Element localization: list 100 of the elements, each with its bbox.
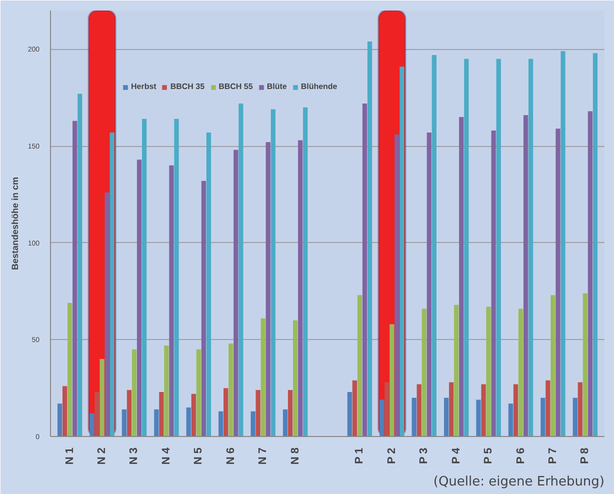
bar: [380, 400, 384, 436]
bar: [100, 359, 104, 436]
bar: [142, 118, 147, 436]
bar: [572, 398, 578, 436]
bar: [459, 117, 464, 436]
bar: [588, 111, 593, 436]
bar: [260, 318, 266, 436]
bar: [256, 390, 260, 436]
bar: [62, 386, 68, 436]
bar: [560, 51, 566, 436]
bar: [481, 384, 486, 436]
bar: [550, 295, 556, 436]
bar: [250, 411, 256, 436]
bar: [518, 308, 524, 436]
bar: [68, 302, 72, 436]
bar: [352, 380, 357, 436]
bar: [400, 66, 404, 436]
bar: [347, 392, 352, 436]
bar: [384, 382, 390, 436]
bar: [159, 392, 164, 436]
bar: [94, 392, 100, 436]
bar: [491, 130, 496, 436]
bar: [513, 384, 518, 436]
bar: [556, 128, 560, 436]
x-tick-label: N 7: [257, 447, 270, 465]
x-tick-label: P 7: [546, 448, 559, 464]
x-tick-label: N 1: [64, 447, 76, 465]
x-tick-label: P 3: [418, 448, 430, 464]
bar: [357, 295, 362, 436]
bar: [282, 409, 288, 436]
bar: [186, 407, 191, 436]
bar: [78, 94, 82, 436]
x-tick-label: N 8: [289, 447, 302, 465]
x-tick-label: N 6: [224, 447, 237, 465]
bar: [57, 404, 62, 436]
bar: [444, 398, 449, 436]
bar: [464, 58, 469, 436]
legend-label: Blühende: [300, 82, 338, 91]
x-tick-label: P 6: [514, 448, 527, 464]
bar: [394, 134, 400, 436]
legend-label: BBCH 35: [170, 82, 205, 91]
bar: [136, 160, 142, 436]
bar: [454, 304, 459, 436]
bar: [416, 384, 422, 436]
x-tick-label: P 5: [482, 448, 495, 464]
bar: [132, 349, 137, 436]
bar: [476, 400, 481, 436]
bar: [412, 398, 416, 436]
bar: [126, 390, 132, 436]
bar: [298, 140, 303, 436]
bar: [104, 192, 110, 436]
bar: [174, 118, 179, 436]
bar: [201, 180, 206, 436]
legend-label: Herbst: [131, 82, 156, 91]
x-tick-label: N 2: [96, 447, 108, 465]
bar: [288, 390, 293, 436]
bar: [303, 107, 308, 436]
bar: [191, 394, 196, 436]
bar: [154, 409, 159, 436]
bar: [528, 58, 534, 436]
x-tick-label: N 3: [128, 447, 140, 465]
bar: [196, 349, 201, 436]
bar: [578, 382, 582, 436]
legend-label: Blüte: [266, 82, 287, 91]
x-tick-label: P 8: [579, 448, 592, 464]
bar: [169, 165, 174, 436]
bar: [72, 120, 78, 436]
bar: [390, 324, 394, 436]
bar: [449, 382, 454, 436]
bar: [238, 103, 244, 436]
bar: [122, 409, 127, 436]
text: (Quelle: eigene Erhebung): [433, 474, 605, 490]
bar: [90, 413, 94, 436]
legend-label: BBCH 55: [218, 82, 253, 91]
bar: [426, 132, 432, 436]
bar: [367, 41, 372, 436]
x-tick-label: P 4: [450, 446, 462, 464]
bar: [218, 411, 224, 436]
bar: [270, 109, 276, 436]
x-tick-label: P 1: [354, 448, 366, 464]
bar: [582, 293, 588, 436]
x-tick-label: P 2: [386, 448, 398, 464]
bar: [228, 344, 234, 436]
bar: [540, 398, 546, 436]
bar: [266, 142, 270, 436]
bar: [592, 53, 598, 436]
bar: [523, 115, 528, 436]
bar: [486, 306, 491, 436]
x-tick-label: N 5: [192, 447, 205, 465]
bar: [224, 388, 228, 436]
bar: [110, 132, 114, 436]
bar: [546, 380, 550, 436]
bar: [292, 320, 298, 436]
y-axis-title: Bestandeshöhe in cm: [10, 176, 20, 270]
bar: [164, 345, 169, 436]
bar: [432, 55, 436, 436]
bar: [496, 58, 501, 436]
x-tick-label: N 4: [160, 446, 172, 465]
bar: [206, 132, 212, 436]
bar: [508, 404, 514, 436]
